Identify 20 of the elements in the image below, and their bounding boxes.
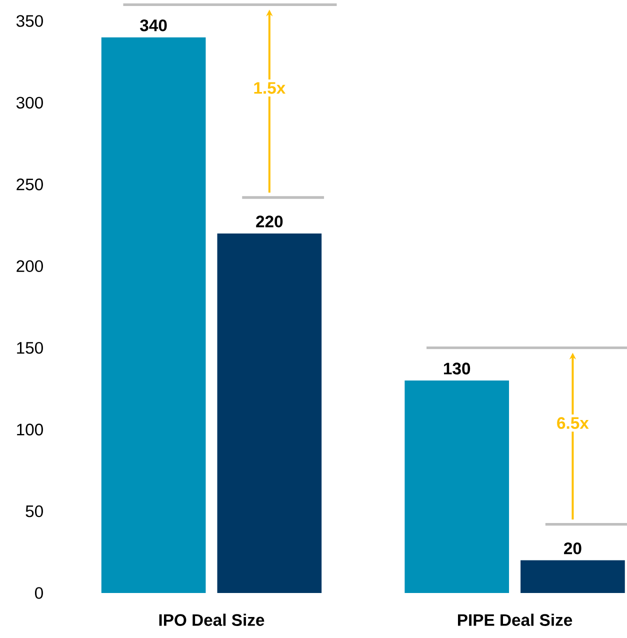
- data-label: 340: [140, 19, 167, 32]
- bar: [217, 233, 322, 593]
- y-tick-label: 300: [16, 96, 43, 109]
- y-tick-label: 0: [35, 587, 43, 599]
- annotation: 6.5x: [557, 417, 589, 429]
- bar: [101, 37, 206, 593]
- y-tick-label: 200: [16, 260, 43, 272]
- bar: [520, 560, 625, 593]
- y-tick-label: 150: [17, 342, 43, 354]
- data-label: 220: [256, 216, 283, 228]
- y-tick-label: 250: [16, 178, 43, 190]
- data-label: 20: [564, 542, 582, 554]
- y-tick-label: 350: [16, 15, 43, 27]
- y-tick-label: 100: [17, 424, 43, 436]
- x-tick-label: IPO Deal Size: [159, 614, 264, 626]
- x-tick-label: PIPE Deal Size: [458, 614, 572, 626]
- bar: [404, 380, 510, 593]
- data-label: 130: [444, 362, 470, 374]
- y-tick-label: 50: [26, 505, 43, 518]
- annotation: 1.5x: [254, 82, 286, 94]
